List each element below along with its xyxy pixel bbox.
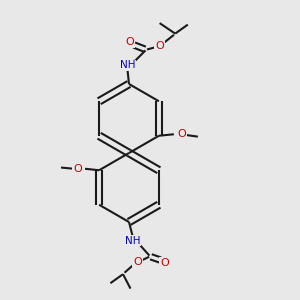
Text: O: O	[160, 258, 169, 268]
Text: NH: NH	[125, 236, 140, 246]
Text: O: O	[126, 37, 135, 47]
Text: O: O	[133, 256, 142, 267]
Text: O: O	[155, 41, 164, 51]
Text: NH: NH	[120, 60, 135, 70]
Text: O: O	[73, 164, 82, 174]
Text: O: O	[177, 129, 186, 139]
